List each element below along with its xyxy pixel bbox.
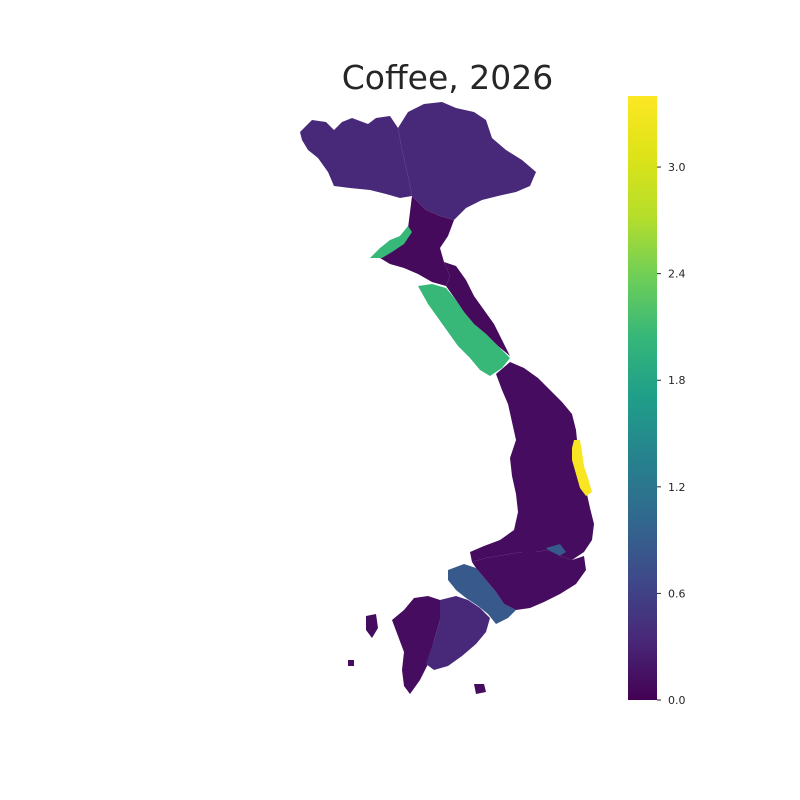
map-regions bbox=[300, 102, 594, 694]
region-red-river-delta bbox=[380, 196, 454, 286]
colorbar bbox=[628, 96, 657, 700]
colorbar-tick-label: 2.4 bbox=[668, 268, 686, 281]
region-northeast-highlands bbox=[398, 102, 536, 220]
region-north-central-coast bbox=[370, 226, 510, 376]
region-southeast-coast bbox=[472, 550, 586, 610]
colorbar-ticks: 0.0 0.6 1.2 1.8 2.4 3.0 bbox=[657, 161, 686, 707]
region-central-highlands bbox=[470, 362, 594, 562]
region-island-condao bbox=[474, 684, 486, 694]
region-island-small bbox=[348, 660, 354, 666]
region-south-central-coast-yellow bbox=[572, 440, 592, 496]
region-island-phuquoc bbox=[366, 614, 378, 638]
region-southeast bbox=[448, 544, 566, 624]
colorbar-tick-label: 3.0 bbox=[668, 161, 686, 174]
colorbar-tick-label: 1.8 bbox=[668, 374, 686, 387]
region-south-central-coast-north bbox=[444, 262, 510, 356]
region-northwest-highlands bbox=[300, 116, 412, 198]
colorbar-tick-label: 1.2 bbox=[668, 481, 686, 494]
map-title: Coffee, 2026 bbox=[341, 58, 554, 97]
colorbar-tick-label: 0.0 bbox=[668, 694, 686, 707]
region-mekong-delta-east bbox=[426, 596, 490, 670]
colorbar-tick-label: 0.6 bbox=[668, 587, 686, 600]
region-mekong-delta-west bbox=[392, 596, 440, 694]
